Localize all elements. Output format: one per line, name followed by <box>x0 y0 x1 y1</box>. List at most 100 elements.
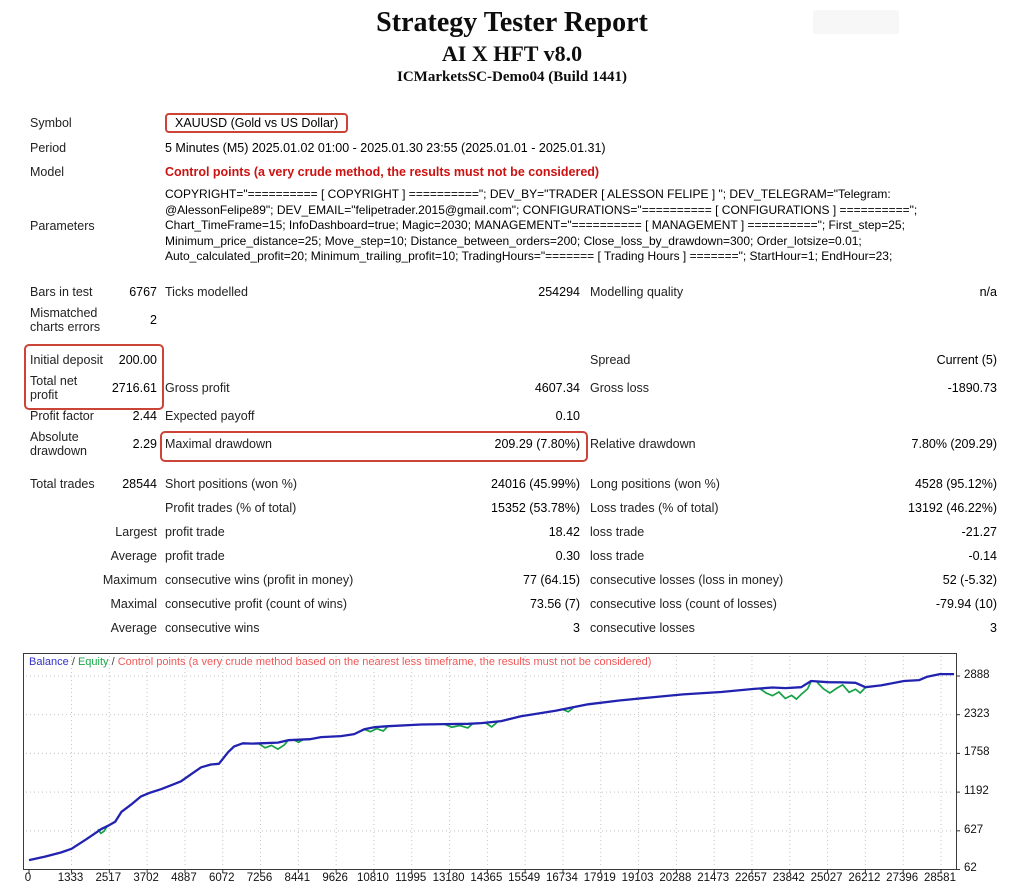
stat-label: profit trade <box>165 548 225 563</box>
equity-line <box>257 739 289 751</box>
x-axis-label: 14365 <box>470 871 503 884</box>
parameters-line: Minimum_price_distance=25; Move_step=10;… <box>165 233 862 248</box>
stat-label: profit trade <box>165 524 225 539</box>
y-axis-label: 1192 <box>964 785 989 798</box>
symbol-row: Symbol XAUUSD (Gold vs US Dollar) <box>0 109 1024 136</box>
y-axis-label: 1758 <box>964 746 990 759</box>
stat-label: Profit factor <box>30 408 94 423</box>
stat-value: 200.00 <box>118 352 157 367</box>
stat-value: 52 (-5.32) <box>942 572 997 587</box>
x-axis-label: 28581 <box>924 871 956 884</box>
stat-value: 18.42 <box>548 524 580 539</box>
parameters-line: @AlessonFelipe89"; DEV_EMAIL="felipetrad… <box>165 202 918 217</box>
balance-line <box>28 672 954 862</box>
stat-label: Average <box>110 620 157 635</box>
stat-label: Long positions (won %) <box>590 476 720 491</box>
stat-value: 13192 (46.22%) <box>908 500 997 515</box>
ea-name: AI X HFT v8.0 <box>441 41 583 66</box>
stat-value: 2.29 <box>132 436 157 451</box>
legend-separator: / <box>108 655 118 668</box>
y-axis-label: 2323 <box>964 707 990 720</box>
stats-row: Absolute drawdown 2.29 Maximal drawdown 209… <box>0 428 1024 460</box>
x-axis-label: 8441 <box>284 871 311 884</box>
y-axis-label: 627 <box>964 823 984 836</box>
parameters-line: Auto_calculated_profit=20; Minimum_trail… <box>165 249 893 264</box>
stat-value: 77 (64.15) <box>523 572 580 587</box>
stat-value: 24016 (45.99%) <box>491 476 580 491</box>
stat-label: Maximum <box>102 572 157 587</box>
legend-item: Control points (a very crude method base… <box>117 655 652 668</box>
stat-value: 3 <box>573 620 580 635</box>
stat-label: Average <box>110 548 157 563</box>
stat-value: -79.94 (10) <box>935 596 997 611</box>
stat-value: 73.56 (7) <box>529 596 580 611</box>
stat-label: Maximal <box>110 596 157 611</box>
stats-row: Bars in test 6767 Ticks modelled 254294 Mode… <box>0 280 1024 304</box>
legend-item: Equity <box>77 655 109 668</box>
stats-row: Average consecutive wins 3 consecutive loss… <box>0 616 1024 640</box>
stat-label: loss trade <box>590 548 645 563</box>
symbol-label: Symbol <box>30 115 72 130</box>
x-axis-label: 11995 <box>395 871 427 884</box>
legend-separator: / <box>68 655 78 668</box>
x-axis-label: 25027 <box>810 871 843 884</box>
stat-label: Short positions (won %) <box>165 476 298 491</box>
page-title: Strategy Tester Report <box>376 7 648 38</box>
balance-equity-chart: Balance / Equity / Control points (a ver… <box>23 652 1023 888</box>
x-axis-label: 17919 <box>583 871 616 884</box>
stats-row: Profit factor 2.44 Expected payoff 0.10 <box>0 404 1024 428</box>
stat-value: 3 <box>990 620 997 635</box>
stat-label: Spread <box>590 352 631 367</box>
stat-label: Maximal drawdown <box>165 436 272 451</box>
stat-value: -1890.73 <box>947 380 997 395</box>
stats-row: Maximal consecutive profit (count of wins… <box>0 592 1024 616</box>
period-label: Period <box>30 141 67 155</box>
stat-label: Ticks modelled <box>165 284 248 299</box>
stat-value: 4607.34 <box>534 380 580 395</box>
stat-label: consecutive losses <box>590 620 695 635</box>
stats-row: Average profit trade 0.30 loss trade -0.14 <box>0 544 1024 568</box>
statistics-table: Bars in test 6767 Ticks modelled 254294 Mode… <box>0 280 1024 640</box>
equity-line <box>443 723 474 729</box>
stat-label: Relative drawdown <box>590 436 696 451</box>
x-axis-label: 1333 <box>57 871 84 884</box>
blurred-watermark <box>813 10 899 34</box>
stat-value: 209.29 (7.80%) <box>494 436 580 451</box>
stat-label: Gross profit <box>165 380 230 395</box>
legend-item: Balance <box>29 655 69 668</box>
stat-value: 2 <box>150 312 157 327</box>
stat-label: Total trades <box>30 476 95 491</box>
x-axis-label: 23842 <box>772 871 805 884</box>
x-axis-label: 22657 <box>734 871 767 884</box>
x-axis-label: 26212 <box>848 871 881 884</box>
stat-label: consecutive wins <box>165 620 260 635</box>
y-axis-label: 62 <box>964 862 977 875</box>
stat-value: -0.14 <box>968 548 998 563</box>
stat-label: Absolute drawdown <box>30 429 87 458</box>
stat-label: consecutive losses (loss in money) <box>590 572 784 587</box>
stats-row: Initial deposit 200.00 Spread Current (5) <box>0 348 1024 372</box>
model-row: Model Control points (a very crude metho… <box>0 160 1024 184</box>
stats-row: Largest profit trade 18.42 loss trade -21.27 <box>0 520 1024 544</box>
chart-canvas <box>26 655 960 873</box>
x-axis-label: 21473 <box>697 871 730 884</box>
x-axis-label: 0 <box>24 871 32 884</box>
stat-label: Profit trades (% of total) <box>165 500 297 515</box>
symbol-value: XAUUSD (Gold vs US Dollar) <box>175 115 339 130</box>
y-axis-label: 2888 <box>964 668 990 681</box>
chart-plot-area: Balance / Equity / Control points (a ver… <box>23 652 960 873</box>
stat-value: 254294 <box>538 284 580 299</box>
parameters-row: Parameters COPYRIGHT="========== [ COPYR… <box>0 187 1024 265</box>
x-axis-label: 16734 <box>545 871 578 884</box>
stat-label: Mismatched charts errors <box>30 305 101 334</box>
broker-build: ICMarketsSC-Demo04 (Build 1441) <box>397 69 627 85</box>
report-header: Strategy Tester Report AI X HFT v8.0 ICM… <box>0 0 1024 87</box>
model-label: Model <box>30 165 65 179</box>
stat-value: 28544 <box>122 476 157 491</box>
x-axis-label: 3702 <box>133 871 159 884</box>
symbol-highlight-box: XAUUSD (Gold vs US Dollar) <box>165 112 349 133</box>
stat-label: Modelling quality <box>590 284 684 299</box>
x-axis-labels: 0 1333 2517 3702 4887 6072 7256 8441 9626 10810 11… <box>23 872 983 888</box>
x-axis-label: 7256 <box>246 871 273 884</box>
